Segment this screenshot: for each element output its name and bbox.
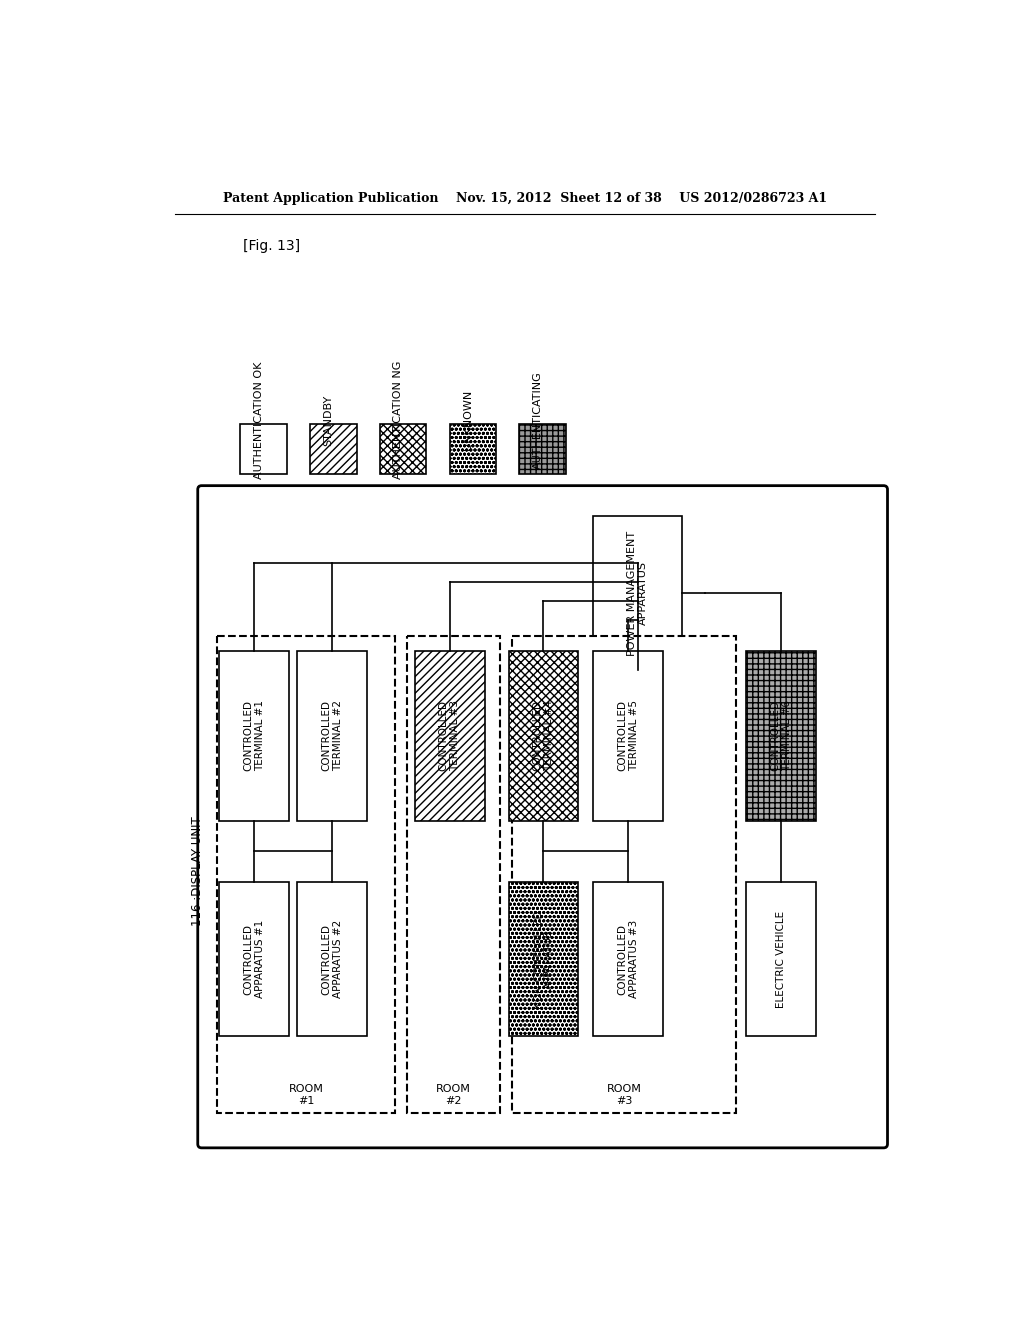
Bar [593, 651, 663, 821]
Text: CONTROLLED
TERMINAL #1: CONTROLLED TERMINAL #1 [244, 701, 265, 771]
Text: CONTROLLED
APPARATUS #1: CONTROLLED APPARATUS #1 [244, 920, 265, 998]
Text: ELECTRIC VEHICLE: ELECTRIC VEHICLE [776, 911, 786, 1007]
Bar [415, 651, 484, 821]
Bar [407, 636, 500, 1113]
Text: ROOM
#2: ROOM #2 [436, 1084, 471, 1106]
Text: CONTROLLED
TERMINAL #2: CONTROLLED TERMINAL #2 [322, 701, 343, 771]
Text: CONTROLLED
TERMINAL #6: CONTROLLED TERMINAL #6 [770, 701, 793, 771]
Bar [509, 882, 579, 1036]
Text: POWER MANAGEMENT
APPARATUS: POWER MANAGEMENT APPARATUS [627, 531, 648, 656]
Bar [746, 651, 816, 821]
Text: AUTHENTICATION OK: AUTHENTICATION OK [254, 362, 263, 479]
Text: UNKNOWN: UNKNOWN [463, 391, 473, 450]
Bar [593, 882, 663, 1036]
Text: CONTROLLED
TERMINAL #5: CONTROLLED TERMINAL #5 [617, 701, 639, 771]
Text: CONTROLLED
TERMINAL #3: CONTROLLED TERMINAL #3 [439, 701, 461, 771]
Bar [310, 424, 356, 474]
Bar [450, 424, 496, 474]
FancyBboxPatch shape [198, 486, 888, 1148]
Bar [593, 516, 682, 671]
Bar [509, 651, 579, 821]
Text: ROOM
#3: ROOM #3 [606, 1084, 641, 1106]
Text: CONTROLLED
TERMINAL #4: CONTROLLED TERMINAL #4 [532, 701, 554, 771]
Bar [219, 651, 289, 821]
Bar [217, 636, 395, 1113]
Text: AUTHENTICATING: AUTHENTICATING [532, 371, 543, 469]
Text: AUTHENTICATION NG: AUTHENTICATION NG [393, 360, 403, 479]
Bar [297, 651, 367, 821]
Bar [746, 882, 816, 1036]
Text: [Fig. 13]: [Fig. 13] [243, 239, 300, 253]
Text: ROOM
#1: ROOM #1 [289, 1084, 324, 1106]
Text: CONTROLLED
APPARATUS #2: CONTROLLED APPARATUS #2 [322, 920, 343, 998]
Bar [380, 424, 426, 474]
Bar [519, 424, 566, 474]
Bar [219, 882, 289, 1036]
Text: CONTROLLED
APPARATUS #3: CONTROLLED APPARATUS #3 [617, 920, 639, 998]
Text: 116 :DISPLAY UNIT: 116 :DISPLAY UNIT [191, 817, 204, 927]
Bar [512, 636, 736, 1113]
Text: NON-CONTROLLED
APPARATUS: NON-CONTROLLED APPARATUS [532, 909, 554, 1008]
Text: Patent Application Publication    Nov. 15, 2012  Sheet 12 of 38    US 2012/02867: Patent Application Publication Nov. 15, … [223, 191, 826, 205]
Text: STANDBY: STANDBY [324, 395, 334, 446]
Bar [297, 882, 367, 1036]
Bar [241, 424, 287, 474]
